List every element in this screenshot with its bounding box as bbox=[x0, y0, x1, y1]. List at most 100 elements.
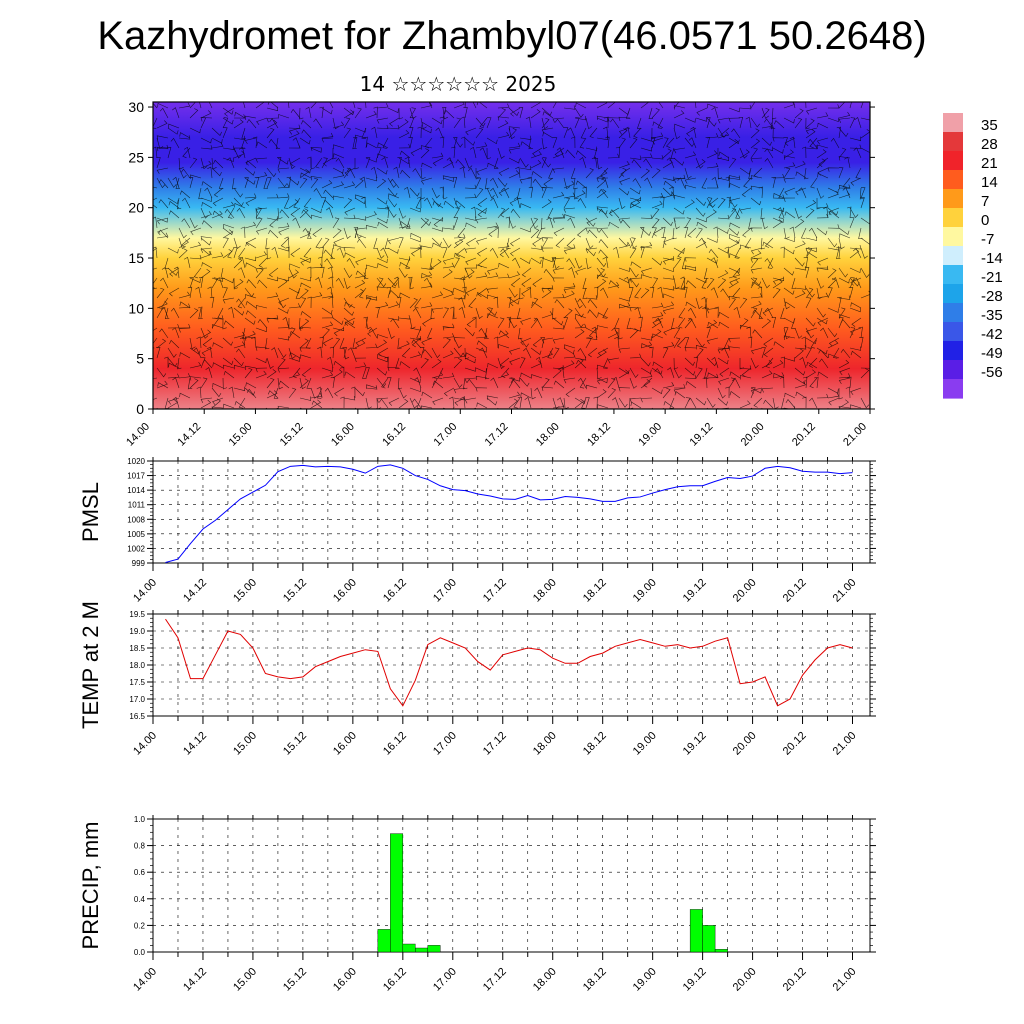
wind-barb bbox=[765, 357, 774, 369]
colorbar-label: -35 bbox=[981, 307, 1003, 324]
wind-barb bbox=[343, 127, 351, 139]
wind-barb bbox=[409, 237, 421, 243]
wind-barb bbox=[508, 317, 518, 329]
wind-barb bbox=[380, 247, 389, 259]
wind-barb bbox=[563, 247, 576, 255]
wind-barb bbox=[200, 237, 212, 246]
wind-barb bbox=[321, 313, 334, 319]
wind-barb bbox=[541, 386, 554, 391]
wind-barb bbox=[376, 286, 389, 291]
wind-barb bbox=[574, 317, 584, 328]
wind-barb bbox=[673, 387, 686, 394]
wind-barb bbox=[806, 327, 818, 335]
wind-barb bbox=[836, 247, 841, 260]
wind-barb bbox=[585, 217, 596, 227]
wind-barb bbox=[750, 387, 763, 395]
wind-barb bbox=[739, 318, 749, 329]
wind-barb bbox=[265, 337, 270, 350]
wind-barb bbox=[701, 177, 708, 189]
x-tick-label: 19.00 bbox=[631, 730, 659, 758]
y-tick-label: 0.6 bbox=[134, 868, 146, 877]
wind-barb bbox=[794, 345, 807, 350]
x-tick-label: 19.00 bbox=[631, 577, 659, 605]
wind-barb bbox=[454, 252, 466, 259]
wind-barb bbox=[211, 210, 223, 219]
wind-barb bbox=[783, 327, 791, 340]
wind-barb bbox=[200, 110, 212, 119]
wind-barb bbox=[233, 135, 246, 141]
wind-barb bbox=[277, 357, 286, 369]
wind-barb bbox=[513, 397, 521, 409]
precip-bar bbox=[415, 947, 429, 953]
wind-barb bbox=[365, 295, 378, 300]
wind-barb bbox=[733, 306, 741, 319]
wind-barb bbox=[552, 368, 562, 379]
wind-barb bbox=[636, 117, 642, 129]
wind-barb bbox=[530, 217, 539, 229]
wind-barb bbox=[444, 109, 455, 119]
wind-barb bbox=[828, 397, 840, 406]
wind-barb bbox=[717, 344, 730, 349]
wind-barb bbox=[706, 337, 719, 345]
wind-barb bbox=[332, 217, 340, 229]
wind-barb bbox=[376, 357, 388, 363]
wind-barb bbox=[769, 126, 774, 139]
wind-barb bbox=[311, 400, 323, 409]
wind-barb bbox=[267, 102, 279, 109]
wind-barb bbox=[486, 272, 499, 279]
wind-barb bbox=[519, 287, 524, 300]
wind-barb bbox=[156, 177, 166, 189]
wind-barb bbox=[222, 287, 228, 299]
wind-barb bbox=[695, 197, 706, 207]
wind-barb bbox=[750, 267, 763, 274]
wind-barb bbox=[707, 103, 719, 109]
wind-barb bbox=[255, 370, 267, 379]
colorbar-swatch bbox=[943, 341, 963, 361]
wind-barb bbox=[295, 287, 301, 299]
wind-barb bbox=[431, 307, 444, 313]
wind-barb bbox=[704, 367, 709, 380]
wind-barb bbox=[574, 190, 586, 199]
wind-barb bbox=[794, 257, 805, 267]
wind-barb bbox=[500, 248, 510, 259]
wind-barb bbox=[381, 157, 389, 169]
wind-barb bbox=[519, 337, 529, 348]
wind-barb bbox=[245, 301, 257, 309]
wind-barb bbox=[816, 265, 829, 271]
wind-barb bbox=[255, 207, 263, 219]
wind-barb bbox=[563, 317, 569, 329]
wind-barb bbox=[398, 340, 410, 349]
wind-barb bbox=[476, 264, 488, 269]
wind-barb bbox=[528, 186, 534, 199]
wind-barb bbox=[301, 209, 312, 219]
wind-barb bbox=[486, 287, 499, 294]
wind-barb bbox=[739, 324, 752, 330]
wind-barb bbox=[618, 197, 626, 210]
wind-barb bbox=[464, 377, 477, 383]
wind-barb bbox=[156, 287, 165, 299]
wind-barb bbox=[551, 256, 557, 269]
wind-barb bbox=[654, 368, 664, 379]
wind-barb bbox=[521, 267, 532, 278]
wind-barb bbox=[596, 207, 608, 215]
wind-barb bbox=[640, 379, 651, 389]
wind-barb bbox=[663, 180, 675, 189]
wind-barb bbox=[533, 317, 543, 329]
wind-barb bbox=[519, 257, 531, 264]
wind-barb bbox=[189, 378, 199, 389]
wind-barb bbox=[827, 104, 840, 109]
wind-barb bbox=[718, 377, 730, 385]
wind-barb bbox=[222, 201, 235, 209]
wind-barb bbox=[405, 257, 411, 269]
wind-barb bbox=[750, 147, 758, 159]
wind-barb bbox=[321, 137, 334, 143]
wind-barb bbox=[354, 362, 367, 369]
wind-barb bbox=[233, 279, 244, 289]
wind-barb bbox=[432, 242, 444, 249]
wind-barb bbox=[409, 107, 416, 119]
wind-barb bbox=[301, 367, 312, 378]
wind-barb bbox=[307, 266, 312, 279]
wind-barb bbox=[509, 347, 521, 355]
wind-barb bbox=[761, 347, 766, 359]
wind-barb bbox=[704, 297, 710, 310]
